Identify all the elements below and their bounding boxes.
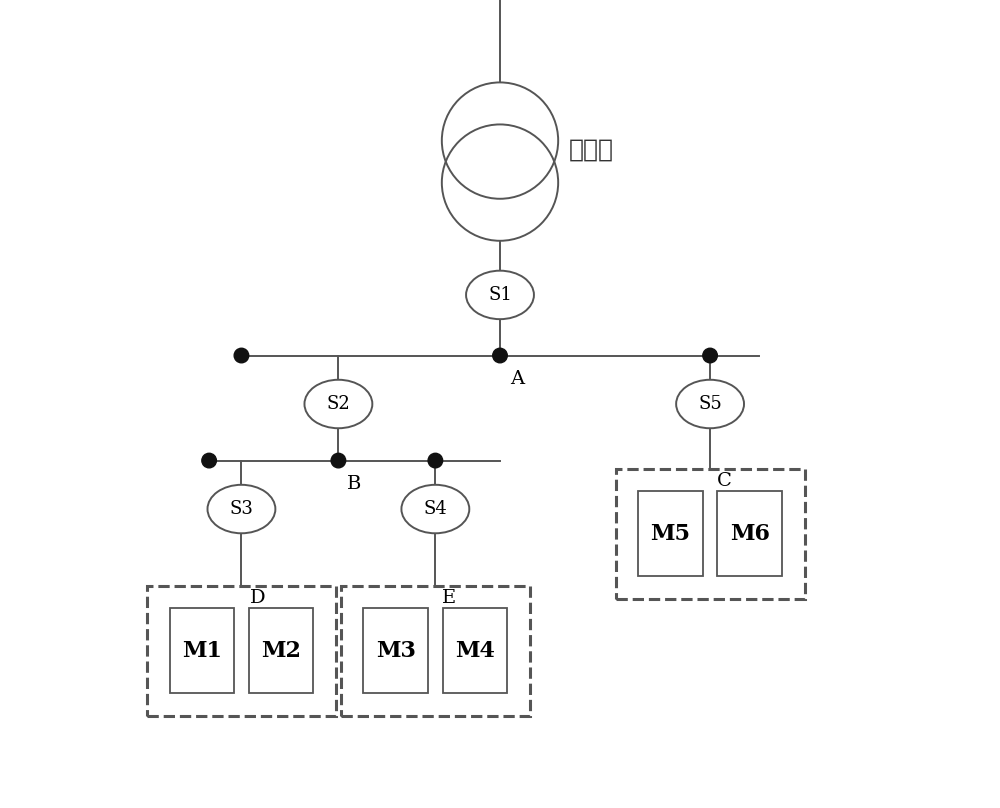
Bar (341, 586, 530, 716)
Bar (717, 491, 782, 576)
Text: A: A (510, 370, 524, 388)
Text: S3: S3 (230, 500, 253, 518)
Text: M5: M5 (650, 523, 690, 545)
Text: B: B (346, 475, 361, 493)
Text: E: E (442, 589, 456, 607)
Ellipse shape (401, 485, 469, 533)
Text: C: C (717, 472, 731, 490)
Bar (616, 469, 805, 599)
Text: S5: S5 (698, 395, 722, 413)
Text: D: D (250, 589, 265, 607)
Bar (170, 608, 234, 693)
Text: S4: S4 (423, 500, 447, 518)
Ellipse shape (676, 380, 744, 428)
Bar (638, 491, 703, 576)
Circle shape (428, 453, 443, 468)
Bar (443, 608, 507, 693)
Circle shape (202, 453, 216, 468)
Ellipse shape (466, 271, 534, 319)
Bar (363, 608, 428, 693)
Bar (249, 608, 313, 693)
Text: M3: M3 (376, 640, 416, 662)
Circle shape (493, 348, 507, 363)
Text: S2: S2 (327, 395, 350, 413)
Circle shape (234, 348, 249, 363)
Text: M4: M4 (455, 640, 495, 662)
Text: M6: M6 (730, 523, 770, 545)
Circle shape (703, 348, 717, 363)
Ellipse shape (304, 380, 372, 428)
Text: 变压器: 变压器 (569, 137, 614, 162)
Text: S1: S1 (488, 286, 512, 304)
Bar (147, 586, 336, 716)
Ellipse shape (208, 485, 275, 533)
Text: M2: M2 (261, 640, 301, 662)
Text: M1: M1 (182, 640, 222, 662)
Circle shape (331, 453, 346, 468)
